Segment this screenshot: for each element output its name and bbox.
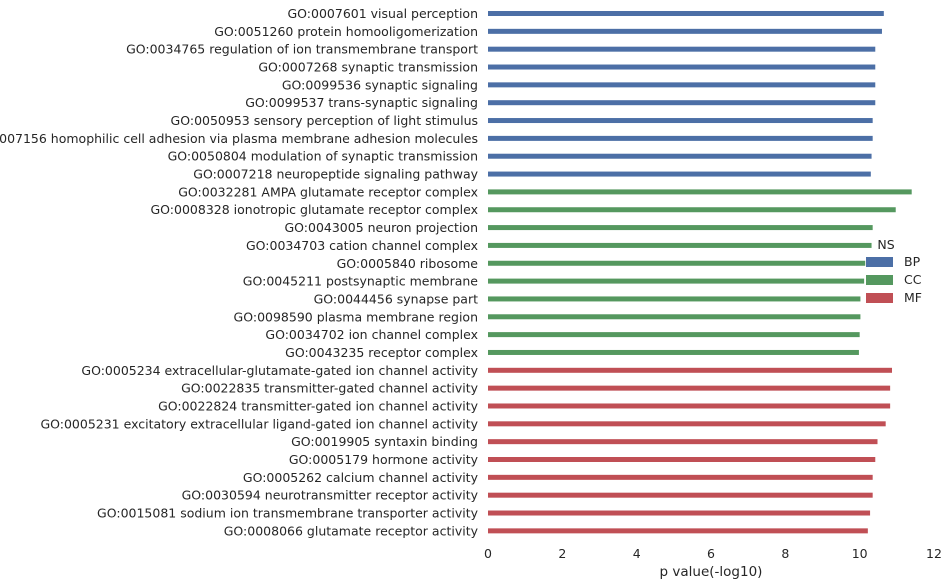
category-label: GO:0005262 calcium channel activity [243, 470, 479, 485]
legend-swatch-cc [866, 275, 893, 285]
x-tick-label: 8 [781, 546, 789, 561]
bar [488, 100, 876, 106]
legend-swatch-bp [866, 257, 893, 267]
bar [488, 260, 866, 266]
bar [488, 421, 886, 427]
bar [488, 171, 871, 177]
bar [488, 349, 859, 355]
legend-label-mf: MF [904, 290, 922, 305]
x-tick-label: 0 [484, 546, 492, 561]
bar [488, 439, 878, 445]
category-label: GO:0007218 neuropeptide signaling pathwa… [193, 167, 478, 182]
bar [488, 64, 876, 70]
category-label: GO:0098590 plasma membrane region [234, 309, 478, 324]
bar [488, 189, 912, 195]
legend-title: NS [877, 237, 894, 252]
category-label: GO:0007268 synaptic transmission [258, 60, 478, 75]
bar [488, 242, 872, 248]
x-tick-label: 4 [633, 546, 641, 561]
legend-label-bp: BP [904, 254, 921, 269]
x-axis-label: p value(-log10) [660, 564, 763, 580]
category-label: GO:0005179 hormone activity [289, 452, 479, 467]
category-label: GO:0043005 neuron projection [284, 220, 478, 235]
category-label: GO:0008328 ionotropic glutamate receptor… [151, 202, 479, 217]
category-label: GO:0005234 extracellular-glutamate-gated… [81, 363, 478, 378]
category-label: GO:0034703 cation channel complex [246, 238, 478, 253]
x-tick-labels: 0 2 4 6 8 10 12 [484, 546, 942, 561]
category-label: GO:0007156 homophilic cell adhesion via … [0, 131, 478, 146]
bar [488, 225, 873, 231]
category-label: GO:0022824 transmitter-gated ion channel… [158, 398, 479, 413]
bar [488, 332, 860, 338]
bar [488, 82, 876, 88]
x-tick-label: 2 [558, 546, 566, 561]
bar [488, 510, 871, 516]
category-label: GO:0050953 sensory perception of light s… [171, 113, 478, 128]
bar [488, 314, 861, 320]
category-label: GO:0044456 synapse part [314, 291, 478, 306]
category-label: GO:0034765 regulation of ion transmembra… [126, 42, 478, 57]
category-label: GO:0034702 ion channel complex [265, 327, 478, 342]
bar [488, 11, 884, 16]
bar [488, 528, 868, 534]
x-tick-label: 12 [926, 546, 942, 561]
x-tick-label: 10 [852, 546, 868, 561]
category-label: GO:0045211 postsynaptic membrane [243, 274, 479, 289]
category-label: GO:0005840 ribosome [337, 256, 479, 271]
legend: NS BP CC MF [866, 237, 922, 305]
bar [488, 457, 876, 462]
bar [488, 367, 893, 373]
bar [488, 118, 873, 124]
bar [488, 28, 882, 34]
bar [488, 135, 873, 141]
bar [488, 46, 876, 52]
category-label: GO:0099537 trans-synaptic signaling [245, 95, 478, 110]
category-label: GO:0005231 excitatory extracellular liga… [40, 416, 478, 431]
category-label: GO:0043235 receptor complex [285, 345, 478, 360]
category-labels: GO:0007601 visual perception GO:0051260 p… [0, 6, 479, 538]
category-label: GO:0050804 modulation of synaptic transm… [168, 149, 478, 164]
category-label: GO:0015081 sodium ion transmembrane tran… [97, 506, 479, 521]
bar [488, 474, 873, 480]
x-tick-label: 6 [707, 546, 715, 561]
legend-label-cc: CC [904, 272, 922, 287]
category-label: GO:0099536 synaptic signaling [282, 77, 478, 92]
category-label: GO:0032281 AMPA glutamate receptor compl… [178, 184, 478, 199]
category-label: GO:0030594 neurotransmitter receptor act… [182, 488, 479, 503]
category-label: GO:0008066 glutamate receptor activity [224, 523, 479, 538]
bar [488, 492, 873, 498]
bar [488, 403, 891, 409]
category-label: GO:0007601 visual perception [287, 6, 478, 21]
bar [488, 278, 865, 284]
bars [488, 11, 912, 534]
legend-swatch-mf [866, 293, 893, 303]
category-label: GO:0019905 syntaxin binding [291, 434, 478, 449]
bar [488, 153, 872, 159]
category-label: GO:0051260 protein homooligomerization [214, 24, 478, 39]
bar [488, 207, 896, 213]
category-label: GO:0022835 transmitter-gated channel act… [181, 381, 478, 396]
bar [488, 296, 861, 302]
bar [488, 385, 891, 391]
